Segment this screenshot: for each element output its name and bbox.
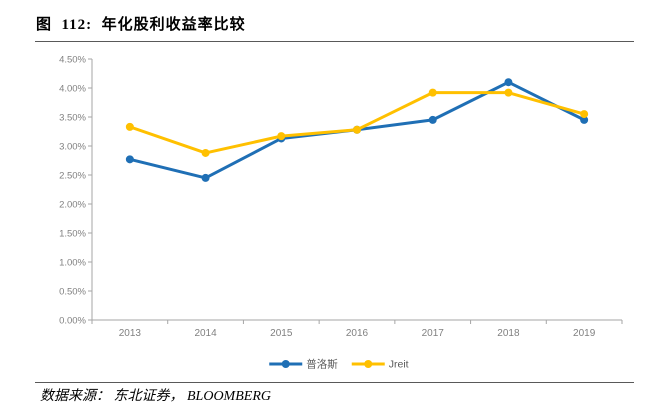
y-axis-tick-label: 3.50% <box>59 113 86 124</box>
legend-label-Jreit: Jreit <box>389 359 409 371</box>
y-axis-tick-label: 1.50% <box>59 229 86 240</box>
dividend-yield-line-chart: 0.00% 0.50% 1.00% 1.50% 2.00% 2.50% 3.00% 3.50%… <box>59 55 623 371</box>
data-point-Jreit-2015 <box>277 132 286 141</box>
data-point-Jreit-2014 <box>201 148 210 157</box>
x-axis-tick-label: 2018 <box>497 328 520 339</box>
y-axis-tick-label: 4.50% <box>59 55 86 66</box>
data-point-Jreit-2013 <box>125 122 134 131</box>
data-source-text: 数据来源： 东北证券， BLOOMBERG <box>40 389 271 402</box>
y-axis-tick-label: 0.50% <box>59 287 86 298</box>
y-axis-tick-label: 3.00% <box>59 142 86 153</box>
data-point-普洛斯-2018 <box>504 78 513 87</box>
series-line-Jreit <box>128 91 586 155</box>
x-axis-tick-label: 2016 <box>346 328 369 339</box>
legend-marker-Jreit <box>364 360 373 368</box>
data-point-Jreit-2016 <box>353 125 361 134</box>
legend-label-普洛斯: 普洛斯 <box>306 358 338 371</box>
data-point-普洛斯-2013 <box>125 155 134 164</box>
x-axis-tick-label: 2017 <box>422 328 445 339</box>
figure-title: 图 112: 年化股利收益率比较 <box>36 17 246 33</box>
data-point-Jreit-2017 <box>428 88 437 97</box>
data-point-普洛斯-2019 <box>580 115 589 124</box>
title-divider <box>35 41 634 42</box>
x-axis-tick-label: 2019 <box>573 328 596 339</box>
data-point-Jreit-2019 <box>580 110 589 119</box>
y-axis-tick-label: 2.50% <box>59 171 86 182</box>
y-axis-tick-label: 1.00% <box>59 258 86 269</box>
data-point-普洛斯-2017 <box>428 115 437 124</box>
data-point-Jreit-2018 <box>504 88 513 97</box>
x-axis-tick-label: 2013 <box>119 328 142 339</box>
y-axis-tick-label: 2.00% <box>59 200 86 211</box>
legend-marker-普洛斯 <box>281 360 290 368</box>
data-point-普洛斯-2014 <box>201 173 210 182</box>
x-axis-tick-label: 2015 <box>270 328 293 339</box>
source-divider <box>35 382 634 383</box>
x-axis-tick-label: 2014 <box>194 328 217 339</box>
y-axis-tick-label: 0.00% <box>59 316 86 327</box>
y-axis-tick-label: 4.00% <box>59 84 86 95</box>
